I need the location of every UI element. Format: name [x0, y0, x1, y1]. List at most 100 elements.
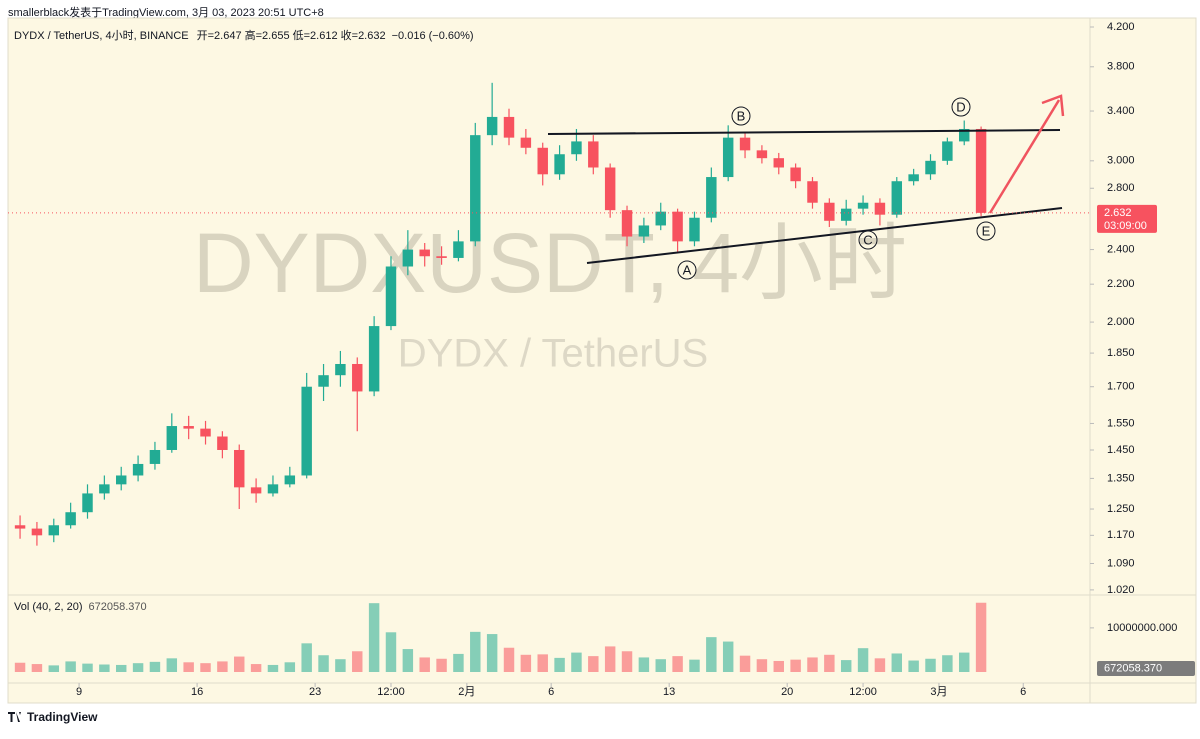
candle-body — [115, 475, 127, 485]
candle-body — [672, 211, 683, 242]
y-tick-label: 1.450 — [1107, 444, 1135, 456]
volume-readout: 672058.370 — [89, 601, 147, 613]
candle-body — [756, 150, 768, 159]
volume-bar — [891, 653, 903, 672]
last-price-label: 2.632 — [1104, 207, 1132, 219]
candle-body — [284, 475, 296, 485]
candle-body — [99, 484, 110, 494]
candle-body — [183, 426, 194, 429]
y-tick-label: 1.090 — [1107, 557, 1135, 569]
candle-body — [554, 154, 565, 175]
chart-background — [7, 17, 1197, 704]
projection-arrow — [988, 99, 1061, 214]
candle-body — [267, 484, 279, 494]
candle-body — [318, 375, 329, 387]
volume-tag-label: 672058.370 — [1104, 662, 1162, 674]
volume-bar — [234, 656, 245, 672]
candle-body — [824, 202, 835, 221]
candle-body — [352, 363, 363, 392]
wave-label: A — [683, 262, 692, 277]
candle-body — [638, 225, 650, 237]
volume-bar — [790, 659, 801, 672]
candle-body — [234, 449, 245, 488]
y-tick-label: 1.850 — [1107, 347, 1135, 359]
volume-bar — [739, 655, 751, 672]
volume-bar — [486, 634, 498, 672]
volume-bar — [840, 660, 852, 672]
y-tick-label: 3.800 — [1107, 61, 1135, 73]
volume-bar — [807, 657, 818, 672]
x-tick-label: 13 — [663, 686, 675, 698]
candle-body — [368, 326, 380, 392]
candle-body — [975, 128, 987, 213]
volume-bar — [503, 647, 515, 672]
volume-bar — [267, 664, 279, 672]
countdown-label: 03:09:00 — [1104, 220, 1147, 232]
candle-body — [335, 363, 346, 376]
volume-bar — [604, 646, 616, 672]
drawings — [547, 94, 1065, 264]
volume-bar — [14, 662, 26, 672]
candle-body — [857, 202, 869, 209]
wave-label: C — [863, 232, 872, 247]
x-tick-label: 20 — [781, 686, 793, 698]
ohlc: 开=2.647 高=2.655 低=2.612 收=2.632 — [197, 28, 386, 42]
volume-bar — [318, 655, 329, 672]
volume-bar — [638, 657, 650, 672]
y-tick-label: 1.700 — [1107, 381, 1135, 393]
volume-bar — [65, 661, 76, 672]
candle-body — [706, 177, 717, 218]
candle-body — [958, 128, 970, 142]
y-tick-label: 2.200 — [1107, 278, 1135, 290]
x-tick-label: 9 — [76, 686, 82, 698]
change: −0.016 (−0.60%) — [392, 30, 474, 42]
y-tick-label: 1.170 — [1107, 529, 1135, 541]
volume-legend: Vol (40, 2, 20) 672058.370 — [14, 601, 147, 613]
volume-bar — [689, 659, 700, 672]
volume-bar — [419, 657, 430, 672]
volume-bar — [925, 658, 936, 672]
volume-bar — [402, 649, 414, 672]
last-price-tag — [1097, 204, 1157, 233]
wave-label: D — [956, 99, 965, 114]
volume-bar — [166, 658, 178, 672]
candle-body — [874, 202, 886, 215]
volume-bar — [672, 656, 683, 672]
volume-bar — [335, 659, 346, 672]
x-tick-label: 3月 — [930, 686, 947, 698]
resistance-trendline — [547, 129, 1061, 135]
volume-bar — [874, 658, 886, 672]
x-tick-label: 6 — [548, 686, 554, 698]
volume-bar — [824, 654, 835, 672]
candle-body — [385, 266, 397, 327]
candle-body — [419, 249, 430, 257]
volume-bar — [368, 603, 380, 672]
candle-body — [790, 167, 801, 182]
volume-bar — [470, 631, 481, 672]
footer-logo: TradingView — [8, 710, 98, 724]
candle-body — [722, 137, 734, 178]
volume-bar — [571, 652, 582, 672]
wave-label: B — [737, 108, 746, 123]
y-tick-label: 2.000 — [1107, 316, 1135, 328]
volume-bar — [655, 659, 666, 672]
candle-body — [942, 141, 953, 161]
volume-bar — [756, 659, 768, 672]
volume-bar — [385, 632, 397, 672]
volume-bar — [773, 660, 784, 672]
candle-body — [739, 137, 751, 151]
wave-marker — [951, 97, 971, 117]
volume-bar — [706, 637, 717, 672]
volume-bar — [975, 602, 987, 672]
candle-body — [200, 428, 211, 437]
volume-bar — [942, 655, 953, 672]
candle-body — [132, 463, 144, 476]
x-tick-label: 12:00 — [377, 686, 405, 698]
candle-body — [14, 525, 26, 529]
wave-marker — [976, 221, 996, 241]
x-tick-label: 6 — [1020, 686, 1026, 698]
candle-body — [588, 141, 599, 168]
header: smallerblack发表于TradingView.com, 3月 03, 2… — [8, 5, 324, 19]
volume-bar — [217, 661, 228, 672]
